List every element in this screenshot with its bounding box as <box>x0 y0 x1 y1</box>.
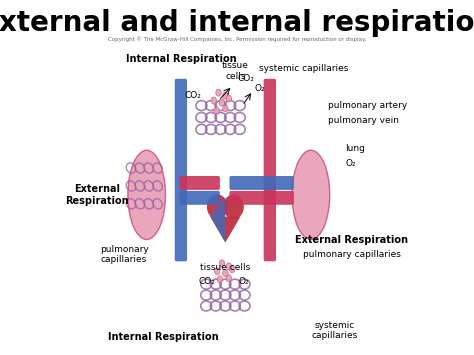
Ellipse shape <box>214 268 220 275</box>
Ellipse shape <box>292 150 330 240</box>
Ellipse shape <box>223 195 244 219</box>
Ellipse shape <box>226 263 231 270</box>
Ellipse shape <box>223 105 228 112</box>
FancyBboxPatch shape <box>264 79 276 261</box>
Ellipse shape <box>226 275 231 282</box>
Text: O₂: O₂ <box>254 84 265 93</box>
Ellipse shape <box>219 260 225 267</box>
Text: systemic capillaries: systemic capillaries <box>259 64 349 73</box>
FancyBboxPatch shape <box>180 176 220 190</box>
Text: O₂: O₂ <box>345 159 356 168</box>
Text: External
Respiration: External Respiration <box>65 184 128 206</box>
Text: CO₂: CO₂ <box>199 277 215 286</box>
Text: Copyright © The McGraw-Hill Companies, Inc. Permission required for reproduction: Copyright © The McGraw-Hill Companies, I… <box>108 36 366 42</box>
Text: systemic
capillaries: systemic capillaries <box>312 321 358 340</box>
Ellipse shape <box>223 92 228 99</box>
Text: tissue
cells: tissue cells <box>222 61 249 81</box>
Text: CO₂: CO₂ <box>237 74 255 83</box>
Text: Internal Respiration: Internal Respiration <box>109 332 219 342</box>
Text: lung: lung <box>345 144 365 153</box>
Text: pulmonary vein: pulmonary vein <box>328 116 399 125</box>
Ellipse shape <box>214 107 219 114</box>
Text: O₂: O₂ <box>238 277 249 286</box>
Ellipse shape <box>223 270 228 277</box>
Ellipse shape <box>226 95 231 102</box>
Polygon shape <box>210 217 240 242</box>
Polygon shape <box>210 197 225 242</box>
Text: External and internal respiration: External and internal respiration <box>0 9 474 37</box>
FancyBboxPatch shape <box>229 191 294 205</box>
Text: pulmonary capillaries: pulmonary capillaries <box>303 250 401 259</box>
Ellipse shape <box>219 99 225 106</box>
Ellipse shape <box>229 266 235 273</box>
Text: pulmonary artery: pulmonary artery <box>328 101 407 110</box>
Text: CO₂: CO₂ <box>184 91 201 100</box>
Ellipse shape <box>211 97 217 104</box>
Ellipse shape <box>216 89 221 96</box>
FancyBboxPatch shape <box>180 191 220 205</box>
Ellipse shape <box>217 276 223 283</box>
Ellipse shape <box>128 150 165 240</box>
Ellipse shape <box>207 195 228 219</box>
FancyBboxPatch shape <box>175 79 187 261</box>
Text: tissue cells: tissue cells <box>200 263 250 272</box>
Text: External Respiration: External Respiration <box>295 235 409 245</box>
Text: pulmonary
capillaries: pulmonary capillaries <box>100 245 148 264</box>
Text: Internal Respiration: Internal Respiration <box>126 54 236 64</box>
FancyBboxPatch shape <box>229 176 294 190</box>
